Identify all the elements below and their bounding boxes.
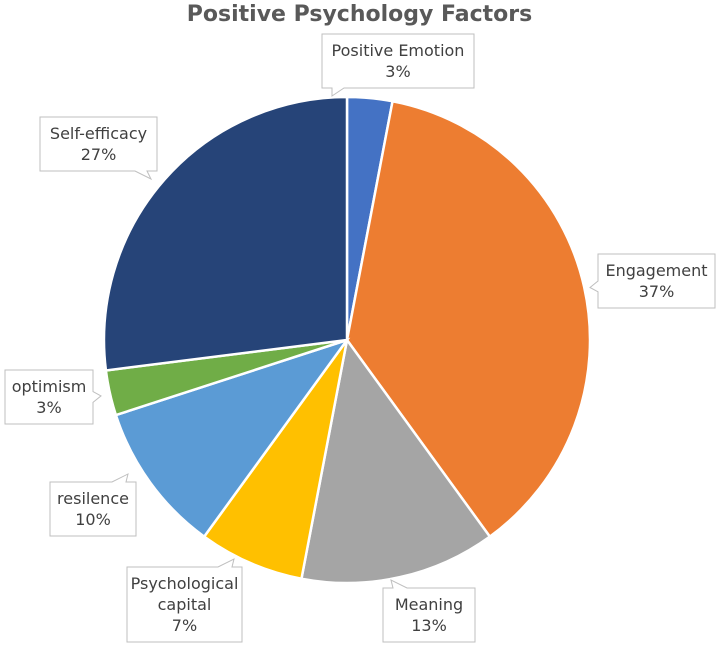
pie-slice-engagement	[345, 99, 592, 539]
callout-resilence: resilence 10%	[49, 473, 137, 537]
callout-box	[321, 33, 475, 97]
callout-box	[4, 369, 102, 425]
callout-optimism: optimism 3%	[4, 369, 102, 425]
callout-meaning: Meaning 13%	[382, 579, 476, 643]
data-label-category: resilence	[57, 489, 129, 508]
data-label-category: capital	[158, 595, 212, 614]
callout-positive-emotion: Positive Emotion 3%	[321, 33, 475, 97]
data-label-percent: 37%	[639, 282, 675, 301]
pie-slice-resilence	[114, 337, 351, 539]
data-label-percent: 27%	[81, 145, 117, 164]
pie-callouts: Positive Emotion 3% Engagement 37% Meaning 13…	[4, 33, 716, 643]
pie-slices	[102, 95, 592, 585]
callout-box	[39, 116, 158, 181]
data-label-category: Psychological	[131, 574, 239, 593]
data-label-percent: 13%	[411, 616, 447, 635]
data-label-percent: 3%	[385, 62, 410, 81]
data-label-category: Self-efficacy	[50, 124, 147, 143]
callout-psychological-capital: Psychological capital 7%	[126, 558, 243, 643]
data-label-category: Meaning	[395, 595, 463, 614]
data-label-percent: 3%	[36, 398, 61, 417]
callout-box	[589, 253, 716, 309]
data-label-percent: 10%	[75, 510, 111, 529]
data-label-category: Engagement	[605, 261, 707, 280]
data-label-category: Positive Emotion	[332, 41, 465, 60]
data-label-category: optimism	[12, 377, 87, 396]
callout-box	[49, 473, 137, 537]
data-label-percent: 7%	[172, 616, 197, 635]
pie-slice-self-efficacy	[102, 95, 349, 372]
callout-box	[382, 579, 476, 643]
callout-self-efficacy: Self-efficacy 27%	[39, 116, 158, 181]
pie-slice-psychological-capital	[202, 339, 349, 581]
chart-title: Positive Psychology Factors	[186, 2, 533, 27]
pie-slice-meaning	[300, 336, 492, 585]
callout-box	[126, 558, 243, 643]
callout-engagement: Engagement 37%	[589, 253, 716, 309]
